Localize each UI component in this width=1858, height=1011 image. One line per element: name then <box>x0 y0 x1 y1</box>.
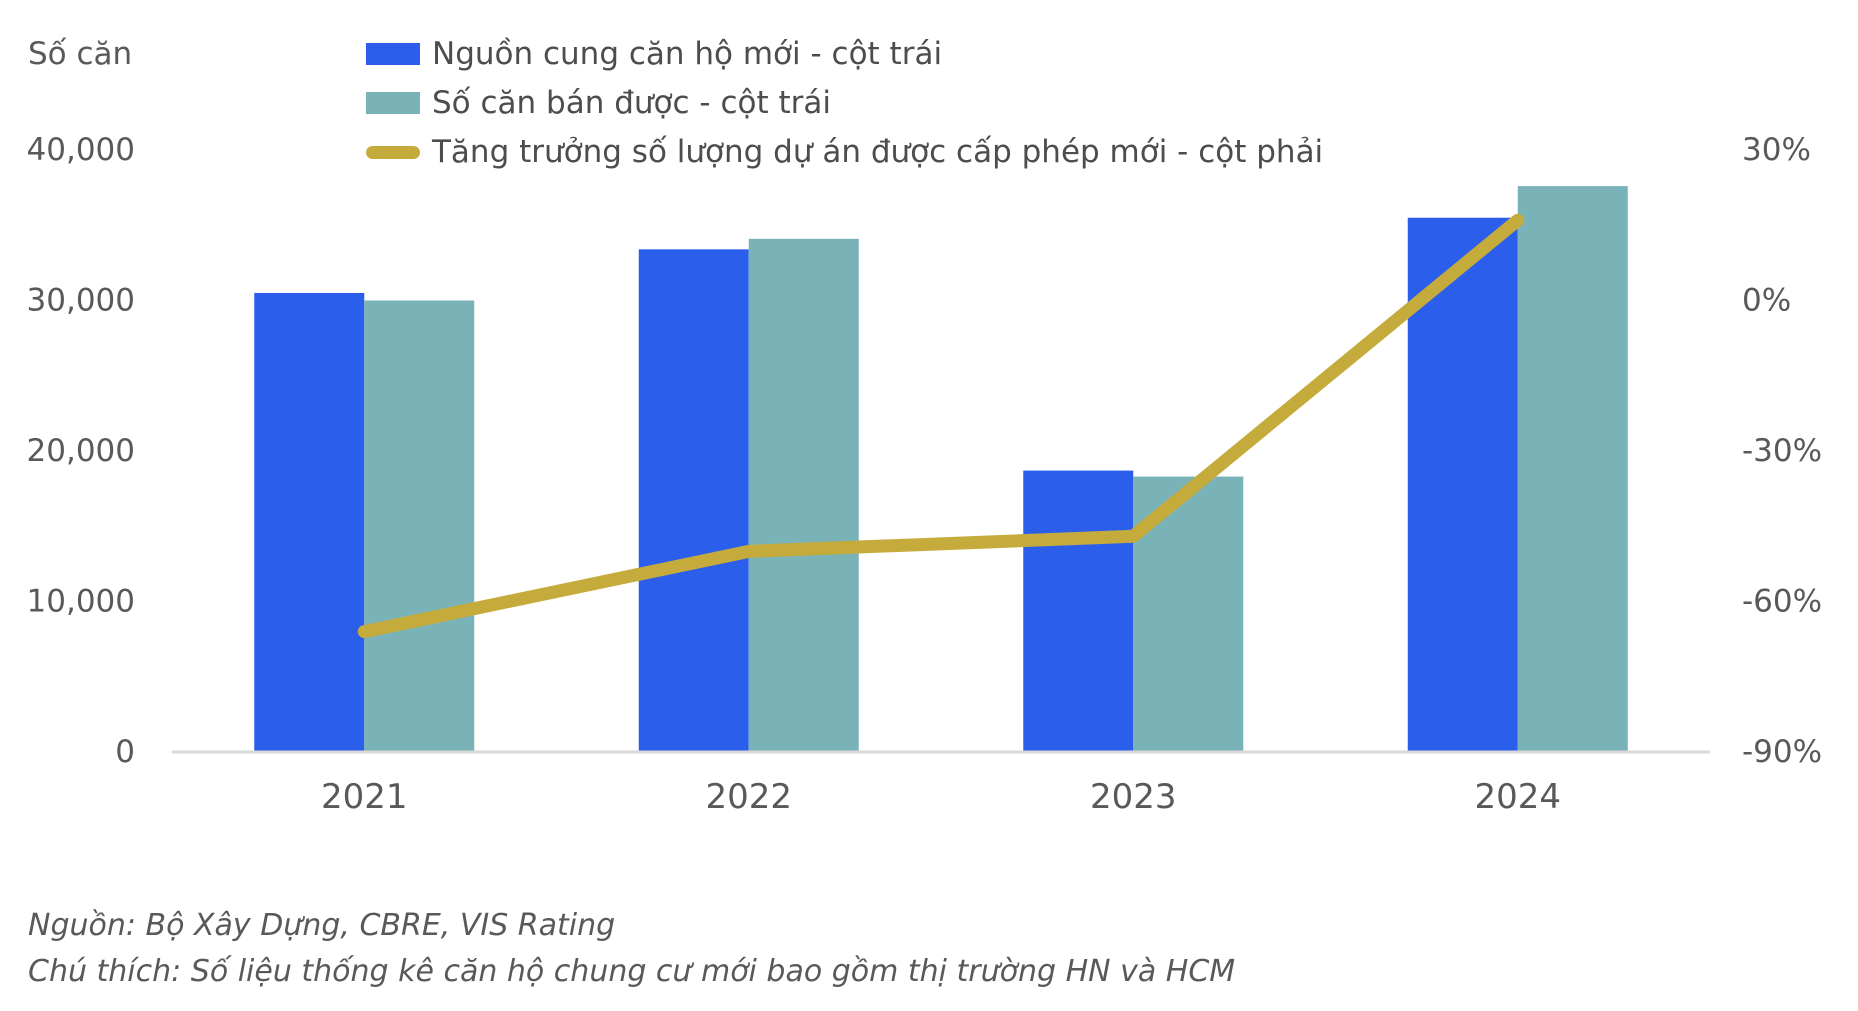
x-axis-label-2021: 2021 <box>321 777 408 817</box>
x-axis-label-2022: 2022 <box>705 777 792 817</box>
right-axis-tick-4: 30% <box>1742 132 1811 168</box>
x-axis-label-2024: 2024 <box>1474 777 1561 817</box>
legend-swatch-new-supply-icon <box>366 43 420 65</box>
growth-line <box>357 213 1525 639</box>
left-axis-tick-1: 10,000 <box>27 584 135 620</box>
left-axis-tick-2: 20,000 <box>27 433 135 469</box>
right-axis-tick-2: -30% <box>1742 433 1822 469</box>
bar-sold-2022 <box>748 238 859 753</box>
bar-new-supply-2021 <box>254 292 365 752</box>
footnotes: Nguồn: Bộ Xây Dựng, CBRE, VIS Rating Chú… <box>28 903 1235 995</box>
left-axis-tick-0: 0 <box>115 734 135 770</box>
legend-label-new-supply: Nguồn cung căn hộ mới - cột trái <box>432 36 943 72</box>
bar-sold-2024 <box>1517 186 1628 752</box>
right-axis-tick-3: 0% <box>1742 283 1791 319</box>
bar-new-supply-2022 <box>638 249 749 752</box>
right-axis-tick-0: -90% <box>1742 734 1822 770</box>
left-axis-tick-4: 40,000 <box>27 132 135 168</box>
bar-sold-2021 <box>364 300 475 752</box>
legend-item-sold: Số căn bán được - cột trái <box>366 85 1323 121</box>
legend-swatch-sold-icon <box>366 92 420 114</box>
left-axis-title: Số căn <box>28 36 133 72</box>
legend-label-growth: Tăng trưởng số lượng dự án được cấp phép… <box>432 134 1324 170</box>
legend-item-growth: Tăng trưởng số lượng dự án được cấp phép… <box>366 134 1324 170</box>
legend: Nguồn cung căn hộ mới - cột trái Số căn … <box>366 36 1324 185</box>
caption-note: Chú thích: Số liệu thống kê căn hộ chung… <box>28 954 1236 989</box>
source-note: Nguồn: Bộ Xây Dựng, CBRE, VIS Rating <box>28 908 616 943</box>
legend-label-sold: Số căn bán được - cột trái <box>432 85 831 121</box>
legend-item-new-supply: Nguồn cung căn hộ mới - cột trái <box>366 36 1323 72</box>
bar-new-supply-2024 <box>1407 217 1518 753</box>
bar-new-supply-2023 <box>1023 470 1134 752</box>
left-axis-tick-3: 30,000 <box>27 283 135 319</box>
right-axis-tick-1: -60% <box>1742 584 1822 620</box>
legend-swatch-growth-line-icon <box>366 145 420 159</box>
x-axis-label-2023: 2023 <box>1090 777 1177 817</box>
